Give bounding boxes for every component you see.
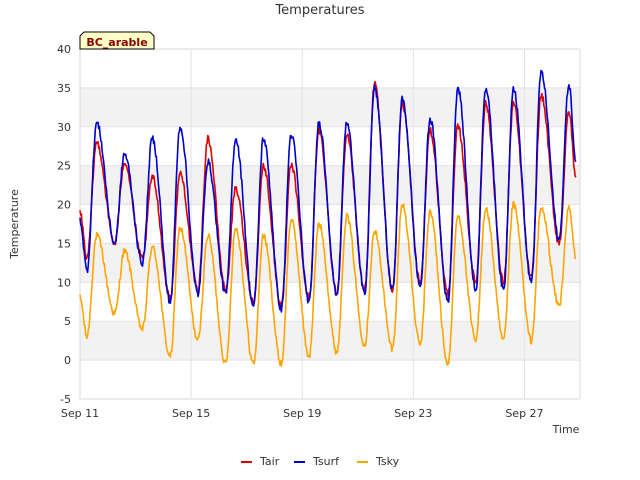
y-tick-label: 25: [57, 160, 71, 173]
x-tick-label: Sep 23: [394, 407, 432, 420]
series-line-tsky: [79, 200, 577, 367]
background-band: [80, 87, 580, 127]
series-layer: [79, 69, 577, 367]
y-tick-label: 15: [57, 237, 71, 250]
y-tick-label: 30: [57, 121, 71, 134]
site-label-box: BC_arable: [79, 31, 155, 50]
y-tick-label: -5: [60, 393, 71, 406]
site-label-background: [79, 31, 155, 50]
x-axis-label: Time: [552, 423, 580, 436]
legend: Tair Tsurf Tsky: [241, 455, 400, 468]
background-bands: [80, 87, 580, 361]
series-line-tsurf: [79, 69, 577, 313]
y-axis-tick-labels: -5 0 5 10 15 20 25 30 35 40: [57, 43, 71, 406]
y-tick-label: 20: [57, 199, 71, 212]
y-tick-label: 0: [64, 354, 71, 367]
y-tick-label: 5: [64, 315, 71, 328]
x-axis-tick-labels: Sep 11 Sep 15 Sep 19 Sep 23 Sep 27: [61, 407, 544, 420]
y-tick-label: 35: [57, 82, 71, 95]
legend-label-tsky: Tsky: [375, 455, 400, 468]
y-axis-label: Temperature: [8, 189, 21, 260]
site-label-text: BC_arable: [86, 36, 147, 49]
x-tick-label: Sep 27: [505, 407, 543, 420]
x-tick-label: Sep 11: [61, 407, 99, 420]
x-tick-label: Sep 15: [172, 407, 210, 420]
background-band: [80, 165, 580, 205]
x-tick-label: Sep 19: [283, 407, 321, 420]
background-band: [80, 321, 580, 361]
y-tick-label: 40: [57, 43, 71, 56]
legend-label-tair: Tair: [259, 455, 280, 468]
y-tick-label: 10: [57, 276, 71, 289]
chart-title: Temperatures: [274, 3, 364, 18]
legend-label-tsurf: Tsurf: [312, 455, 340, 468]
